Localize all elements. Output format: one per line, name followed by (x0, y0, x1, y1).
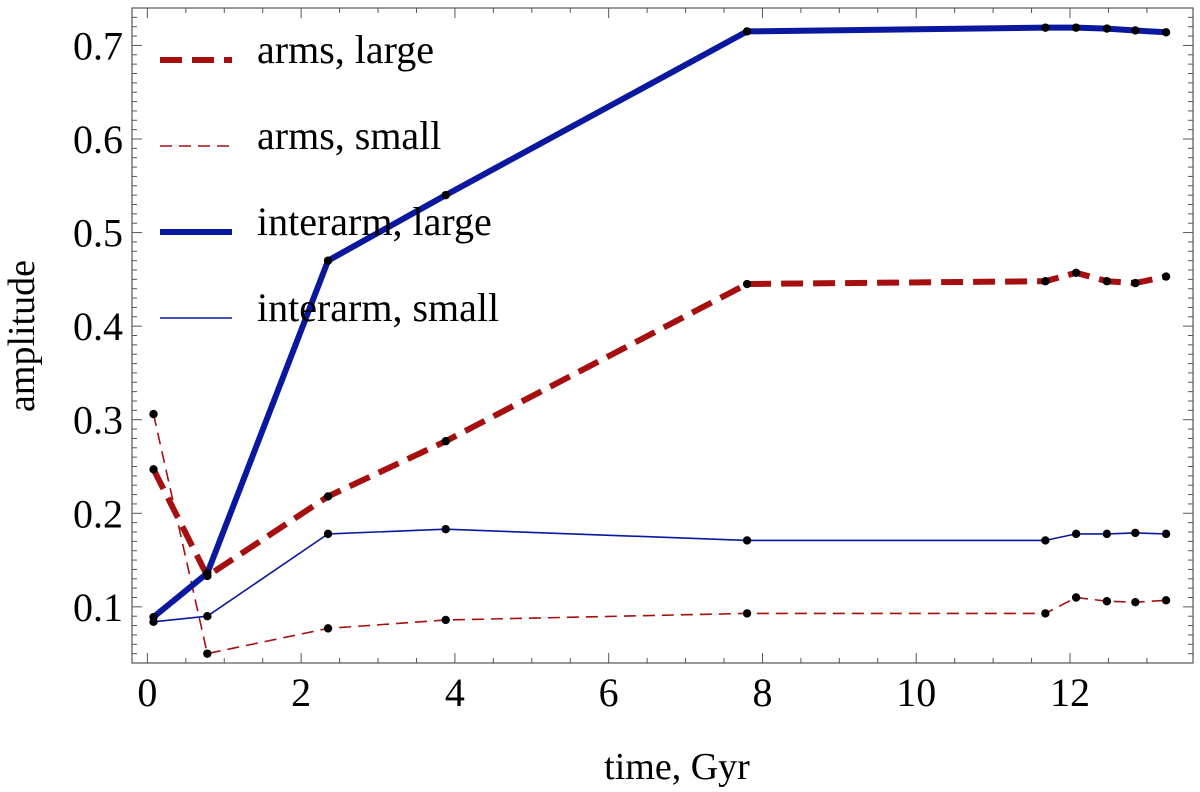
data-point (203, 649, 212, 658)
legend-label: interarm, large (257, 199, 492, 244)
data-point (742, 609, 752, 618)
data-point (441, 437, 450, 446)
data-point (1131, 597, 1140, 607)
data-point (1131, 528, 1140, 538)
data-point (1041, 23, 1050, 32)
legend-label: arms, small (257, 113, 441, 158)
data-point (323, 492, 333, 501)
x-axis-title: time, Gyr (604, 746, 750, 788)
data-point (1161, 529, 1171, 539)
y-tick-label: 0.2 (73, 491, 123, 536)
points-layer (149, 23, 1171, 658)
data-point (1071, 268, 1081, 278)
data-point (1102, 529, 1112, 539)
series-line-arms-large (150, 269, 1167, 579)
x-tick-label: 10 (896, 670, 936, 715)
data-point (1071, 593, 1081, 602)
data-point (441, 524, 450, 534)
y-axis-ticks: 0.1 0.2 0.3 0.4 0.5 0.6 0.7 (73, 7, 1193, 664)
data-point (203, 612, 212, 621)
x-tick-label: 12 (1050, 670, 1090, 715)
data-point (149, 409, 158, 419)
data-point (1102, 277, 1112, 286)
data-point (1131, 278, 1140, 288)
data-point (1161, 596, 1171, 605)
data-point (1071, 529, 1081, 539)
data-point (149, 465, 158, 474)
series-line-interarm-small (153, 528, 1167, 623)
y-tick-label: 0.1 (73, 585, 123, 630)
y-tick-label: 0.5 (73, 211, 123, 256)
data-point (441, 615, 450, 625)
legend: arms, large arms, small interarm, large int… (160, 27, 499, 330)
plot-frame (131, 7, 1194, 664)
x-axis-ticks: 0 2 4 6 8 10 12 (137, 8, 1148, 715)
data-point (203, 568, 212, 578)
y-tick-label: 0.3 (73, 398, 123, 443)
data-point (1102, 597, 1112, 606)
data-point (1071, 23, 1081, 32)
data-point (1041, 609, 1050, 618)
legend-label: arms, large (257, 27, 434, 72)
data-point (441, 190, 450, 200)
x-tick-label: 0 (137, 670, 157, 715)
series-layer (150, 24, 1167, 655)
data-point (1041, 536, 1050, 545)
y-axis-title: amplitude (1, 260, 43, 412)
data-point (1161, 272, 1171, 281)
y-tick-label: 0.6 (73, 117, 123, 162)
data-point (323, 529, 333, 539)
x-tick-label: 6 (599, 670, 619, 715)
data-point (742, 536, 752, 545)
legend-label: interarm, small (257, 285, 499, 330)
data-point (1102, 24, 1112, 33)
data-point (742, 279, 752, 289)
data-point (1131, 26, 1140, 35)
data-point (323, 624, 333, 633)
x-tick-label: 4 (445, 670, 465, 715)
y-tick-label: 0.4 (73, 304, 123, 349)
data-point (1161, 28, 1171, 37)
x-tick-label: 2 (291, 670, 311, 715)
data-point (742, 27, 752, 36)
series-line-arms-small (152, 413, 1167, 655)
series-line-interarm-large (151, 24, 1167, 620)
x-tick-label: 8 (752, 670, 772, 715)
data-point (1041, 277, 1050, 286)
data-point (323, 256, 333, 265)
data-point (149, 617, 158, 627)
y-tick-label: 0.7 (73, 23, 123, 68)
